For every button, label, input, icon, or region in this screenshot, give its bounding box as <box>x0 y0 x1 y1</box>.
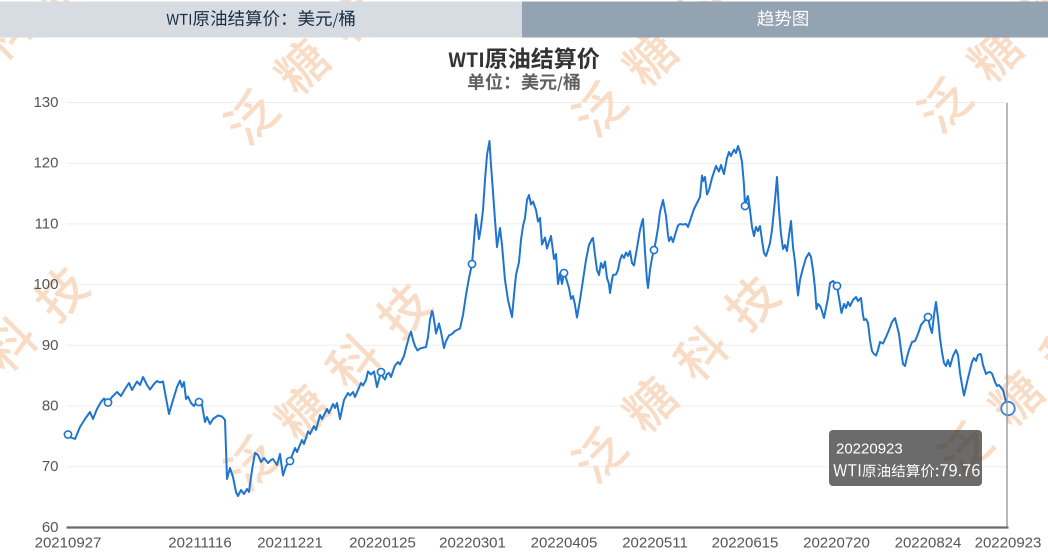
svg-text:120: 120 <box>33 155 58 172</box>
svg-text:20220125: 20220125 <box>349 534 416 551</box>
svg-text:20220615: 20220615 <box>712 534 779 551</box>
svg-text:20220923: 20220923 <box>975 534 1042 551</box>
svg-text:80: 80 <box>42 398 59 415</box>
svg-text:110: 110 <box>35 215 59 232</box>
svg-text:130: 130 <box>33 94 58 111</box>
svg-text:20220720: 20220720 <box>803 534 870 551</box>
svg-text:60: 60 <box>42 519 59 536</box>
svg-text:20211116: 20211116 <box>168 534 231 551</box>
svg-text:20220824: 20220824 <box>895 534 962 551</box>
svg-text:20220923: 20220923 <box>836 441 903 458</box>
svg-text:20220405: 20220405 <box>531 534 598 551</box>
svg-text:20210927: 20210927 <box>35 534 102 551</box>
svg-text:20220511: 20220511 <box>622 534 688 551</box>
svg-text:20211221: 20211221 <box>257 534 323 551</box>
svg-text:70: 70 <box>42 458 59 475</box>
svg-text:100: 100 <box>33 276 58 293</box>
svg-text:20220301: 20220301 <box>439 534 506 551</box>
svg-text:90: 90 <box>42 337 59 354</box>
